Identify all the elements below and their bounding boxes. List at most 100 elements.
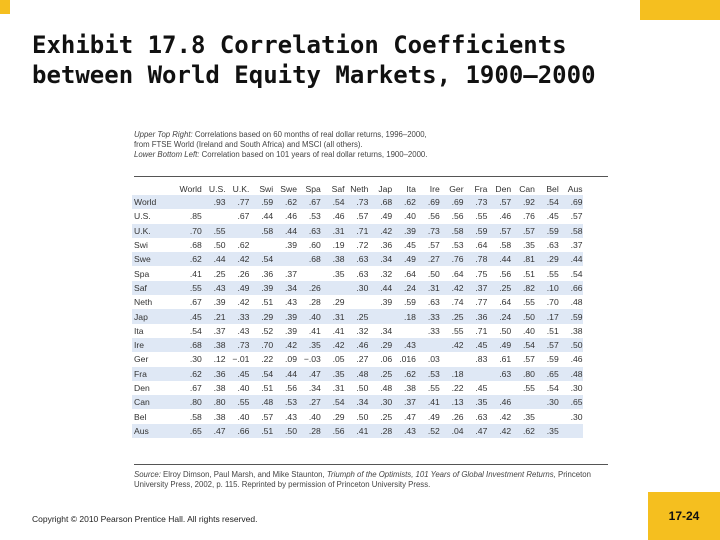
correlation-cell: .55 (523, 297, 535, 308)
correlation-cell: .59 (463, 223, 488, 238)
correlation-cell: .55 (523, 383, 535, 393)
correlation-cell: .64 (451, 268, 464, 279)
correlation-cell: .47 (296, 366, 321, 381)
source-text-2: Princeton University Press, 2002, p. 115… (134, 470, 591, 489)
correlation-cell: .28 (296, 423, 321, 439)
correlation-cell (297, 266, 321, 280)
correlation-cell: .49 (427, 411, 440, 422)
note-lower-label: Lower Bottom Left: (134, 150, 200, 159)
correlation-cell: .49 (487, 337, 512, 353)
correlation-cell: .81 (511, 252, 535, 267)
correlation-cell: .30 (368, 395, 393, 410)
correlation-cell: .48 (558, 366, 583, 381)
correlation-cell: .63 (487, 366, 512, 381)
correlation-cell: .42 (487, 423, 512, 439)
correlation-cell: .41 (415, 395, 440, 410)
correlation-cell: .18 (439, 366, 464, 381)
correlation-cell: .42 (273, 337, 297, 353)
correlation-cell: .39 (285, 240, 297, 251)
column-header: Ita (406, 183, 416, 194)
correlation-cell: .66 (558, 280, 583, 296)
row-label: Saf (132, 280, 178, 296)
column-header: Jap (378, 183, 393, 194)
column-header: Ire (429, 183, 440, 194)
correlation-cell: .43 (392, 337, 416, 353)
correlation-cell: .36 (201, 366, 226, 381)
column-header: Fra (474, 183, 488, 194)
column-header: Spa (305, 183, 321, 194)
correlation-cell: .40 (237, 383, 250, 393)
correlation-cell: .55 (546, 268, 559, 279)
correlation-cell: .49 (392, 252, 416, 267)
correlation-cell: .48 (570, 297, 583, 308)
correlation-cell: .54 (511, 337, 535, 353)
correlation-cell: .42 (225, 252, 250, 267)
correlation-cell: .40 (523, 325, 535, 336)
correlation-cell: .62 (511, 423, 535, 439)
correlation-cell: .44 (487, 252, 512, 267)
correlation-cell: .43 (201, 280, 226, 296)
correlation-cell: .55 (225, 395, 250, 410)
correlation-cell (273, 252, 297, 267)
correlation-cell: .31 (332, 383, 345, 393)
table-bottom-rule (134, 464, 608, 465)
correlation-cell: .40 (404, 211, 416, 222)
correlation-cell: .40 (296, 309, 321, 324)
correlation-cell: .35 (523, 411, 535, 422)
correlation-cell: .27 (415, 252, 440, 267)
correlation-cell: .39 (392, 223, 416, 238)
correlation-cell (368, 309, 393, 324)
column-header: U.K. (232, 183, 250, 194)
correlation-cell: .54 (249, 252, 274, 267)
correlation-cell: .18 (392, 309, 416, 324)
table-header-row: World U.S. U.K. Swi Swe Spa Saf Neth Jap Ita Ire Ge… (132, 182, 583, 195)
correlation-cell: .39 (380, 297, 393, 308)
correlation-exhibit: Upper Top Right: Correlations based on 6… (128, 130, 618, 498)
correlation-cell: .64 (475, 240, 488, 251)
correlation-cell: .35 (463, 395, 488, 410)
correlation-cell: .46 (344, 337, 369, 353)
correlation-cell: .42 (439, 337, 464, 353)
correlation-cell: .69 (415, 195, 440, 210)
correlation-cell: .26 (296, 280, 321, 296)
correlation-cell: .41 (344, 423, 369, 439)
correlation-cell: .50 (356, 383, 369, 393)
correlation-cell: .34 (308, 383, 321, 393)
correlation-cell: .35 (523, 240, 535, 251)
correlation-cell: .78 (463, 252, 488, 267)
correlation-cell: .44 (368, 280, 393, 296)
table-row: Spa .41 .25 .26 .36 .37 .35 .63 .32 .64 .50 .64 .75.… (132, 266, 583, 280)
row-label: Swi (134, 240, 148, 251)
correlation-cell: .24 (392, 280, 416, 296)
correlation-cell: .83 (475, 354, 488, 365)
row-label: U.K. (132, 223, 178, 238)
correlation-cell: .56 (427, 211, 440, 222)
correlation-cell: .51 (523, 268, 535, 279)
correlation-cell: .32 (356, 325, 369, 336)
correlation-cell: .47 (463, 423, 488, 439)
correlation-cell: .62 (178, 252, 202, 267)
correlation-cell: .45 (404, 240, 416, 251)
correlation-cell (202, 209, 226, 223)
correlation-cell: .37 (213, 325, 226, 336)
correlation-cell: .33 (415, 309, 440, 324)
correlation-cell: .22 (261, 354, 274, 365)
correlation-cell: .13 (439, 395, 464, 410)
correlation-cell: .34 (380, 325, 393, 336)
correlation-cell: .03 (427, 354, 440, 365)
correlation-cell: .54 (570, 268, 583, 279)
correlation-cell: .12 (213, 354, 226, 365)
table-row: U.K. .70.55.58.44.63.31.71.42.39.73.58.59… (132, 223, 583, 238)
correlation-cell: .71 (344, 223, 369, 238)
correlation-cell: .27 (356, 354, 369, 365)
correlation-cell: .35 (332, 268, 345, 279)
correlation-cell: .46 (487, 395, 512, 410)
correlation-cell: .77 (475, 297, 488, 308)
correlation-cell: .47 (404, 411, 416, 422)
correlation-cell: .25 (344, 309, 369, 324)
column-header: Swi (259, 183, 274, 194)
correlation-cell (345, 295, 369, 309)
correlation-cell: .67 (189, 383, 202, 393)
table-row: Swi .68 .50 .62 .39 .60 .19 .72 .36 .45 .57 .53 .64.… (132, 238, 583, 252)
correlation-cell: .48 (249, 395, 274, 410)
